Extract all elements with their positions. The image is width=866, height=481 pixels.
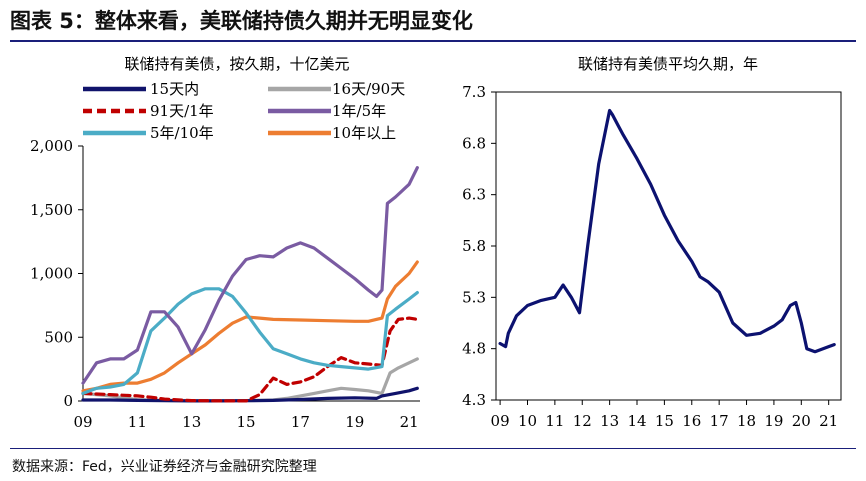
y-tick-label: 1,000: [30, 265, 73, 283]
x-tick-label: 21: [400, 413, 419, 431]
y-tick-label: 0: [63, 392, 73, 410]
figure-title: 图表 5：整体来看，美联储持债久期并无明显变化: [10, 9, 473, 33]
x-tick-label: 19: [764, 412, 783, 430]
legend-label-0: 15天内: [150, 80, 199, 98]
series-line-0: [81, 386, 419, 403]
x-tick-label: 20: [792, 412, 811, 430]
x-tick-label: 19: [345, 413, 364, 431]
chart-title: 联储持有美债平均久期，年: [578, 55, 758, 73]
plot-frame: [495, 91, 842, 401]
chart-title: 联储持有美债，按久期，十亿美元: [124, 55, 349, 73]
y-tick-label: 1,500: [30, 201, 73, 219]
x-tick-label: 17: [291, 413, 310, 431]
x-tick-label: 13: [600, 412, 619, 430]
x-tick-label: 13: [182, 413, 201, 431]
series-line-3: [81, 166, 419, 385]
x-tick-label: 16: [682, 412, 701, 430]
legend-label-4: 5年/10年: [150, 124, 214, 142]
x-tick-label: 18: [737, 412, 756, 430]
x-tick-label: 21: [819, 412, 838, 430]
x-tick-label: 14: [627, 412, 646, 430]
y-tick-label: 4.8: [462, 340, 486, 358]
legend-label-2: 91天/1年: [150, 102, 214, 120]
y-tick-label: 6.8: [462, 134, 486, 152]
y-tick-label: 4.3: [462, 391, 486, 409]
x-tick-label: 09: [73, 413, 92, 431]
x-tick-label: 11: [545, 412, 564, 430]
x-tick-label: 11: [128, 413, 147, 431]
y-tick-label: 7.3: [462, 83, 486, 101]
x-tick-label: 10: [518, 412, 537, 430]
y-tick-label: 5.8: [462, 237, 486, 255]
y-tick-label: 500: [44, 328, 73, 346]
source-note: 数据来源：Fed，兴业证券经济与金融研究院整理: [12, 459, 317, 475]
x-tick-label: 09: [491, 412, 510, 430]
legend-label-5: 10年以上: [332, 124, 396, 142]
legend-label-3: 1年/5年: [332, 102, 386, 120]
y-tick-label: 2,000: [30, 137, 73, 155]
series-line-4: [81, 287, 419, 395]
x-tick-label: 17: [710, 412, 729, 430]
chart-holdings-by-maturity: 联储持有美债，按久期，十亿美元 15天内 16天/90天 91天/1年 1年/5年 5年/…: [30, 55, 420, 431]
legend-label-1: 16天/90天: [332, 80, 405, 98]
series-line-5: [81, 260, 419, 393]
series-line-duration: [498, 108, 836, 354]
title-divider: [10, 40, 856, 42]
x-tick-label: 15: [655, 412, 674, 430]
chart-average-duration: 联储持有美债平均久期，年 4.3 4.8 5.3 5.8 6.3 6.8 7.3 09 10 11 1…: [462, 55, 842, 430]
bottom-divider: [10, 448, 856, 449]
series-line-2: [81, 316, 419, 403]
y-tick-label: 5.3: [462, 288, 486, 306]
x-tick-label: 12: [573, 412, 592, 430]
x-tick-label: 15: [237, 413, 256, 431]
y-tick-label: 6.3: [462, 186, 486, 204]
